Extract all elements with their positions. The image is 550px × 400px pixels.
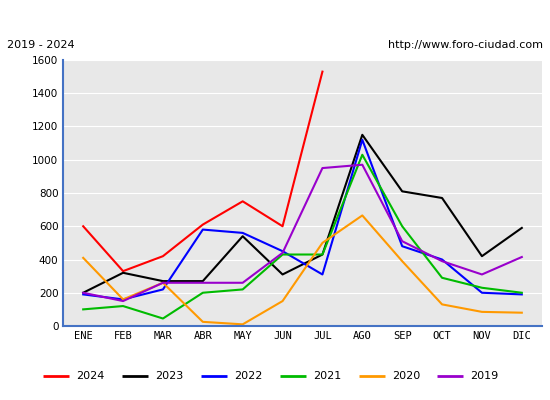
Text: 2024: 2024 xyxy=(76,371,104,381)
Text: 2019: 2019 xyxy=(470,371,499,381)
Text: 2022: 2022 xyxy=(234,371,262,381)
Text: http://www.foro-ciudad.com: http://www.foro-ciudad.com xyxy=(388,40,543,50)
Text: 2020: 2020 xyxy=(392,371,420,381)
Text: 2021: 2021 xyxy=(313,371,341,381)
Text: Evolucion Nº Turistas Nacionales en el municipio de Val de San Lorenzo: Evolucion Nº Turistas Nacionales en el m… xyxy=(39,10,512,22)
Text: 2019 - 2024: 2019 - 2024 xyxy=(7,40,74,50)
Text: 2023: 2023 xyxy=(155,371,183,381)
